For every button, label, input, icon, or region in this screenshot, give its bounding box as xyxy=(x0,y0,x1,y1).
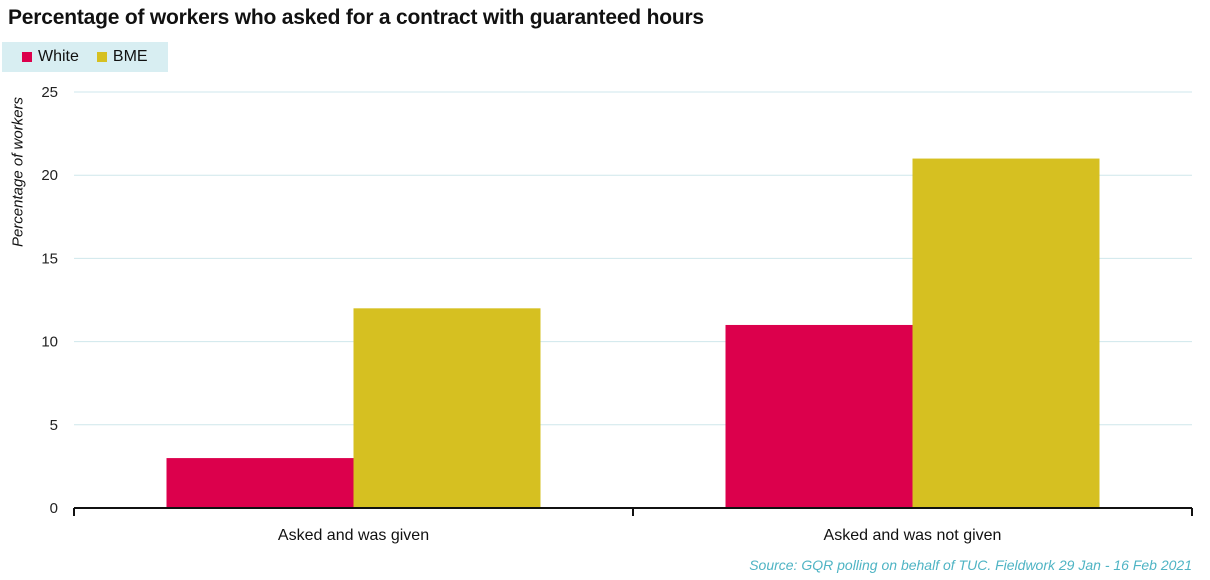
chart-title: Percentage of workers who asked for a co… xyxy=(8,6,704,29)
legend-label-bme: BME xyxy=(112,48,148,65)
x-category-label: Asked and was not given xyxy=(824,527,1002,544)
bar-white-1 xyxy=(725,324,913,508)
x-category-label: Asked and was given xyxy=(278,527,429,544)
legend-swatch-white xyxy=(22,52,32,62)
legend-item-white: White xyxy=(22,48,79,66)
source-note: Source: GQR polling on behalf of TUC. Fi… xyxy=(749,557,1192,573)
y-tick-label: 10 xyxy=(41,334,58,351)
bar-bme-0 xyxy=(353,308,541,508)
bar-white-0 xyxy=(166,458,354,508)
legend-swatch-bme xyxy=(96,52,107,62)
y-tick-label: 20 xyxy=(41,167,58,184)
y-tick-label: 15 xyxy=(41,250,58,267)
y-tick-label: 0 xyxy=(50,500,58,517)
legend-item-bme: BME xyxy=(96,48,148,66)
legend-label-white: White xyxy=(38,48,79,65)
bar-bme-1 xyxy=(912,158,1100,508)
chart-legend: White BME xyxy=(2,42,168,72)
y-tick-label: 25 xyxy=(41,84,58,101)
y-tick-label: 5 xyxy=(50,417,58,434)
